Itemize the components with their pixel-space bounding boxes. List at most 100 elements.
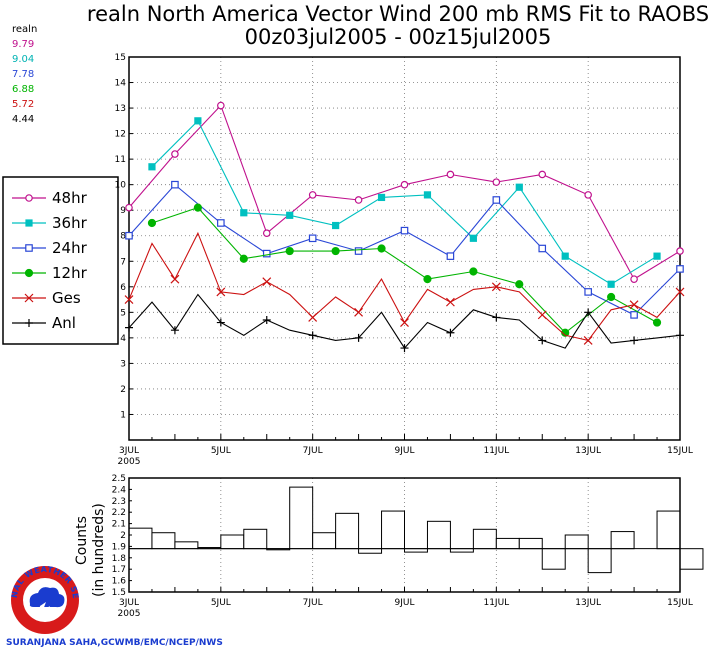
data-point [240, 209, 248, 217]
count-bar [472, 528, 497, 550]
data-point [515, 183, 523, 191]
legend-item-12hr: 12hr [12, 264, 88, 282]
series-line-36hr [151, 119, 658, 285]
x-tick-label: 11JUL [483, 446, 509, 456]
data-point [308, 234, 317, 243]
data-point [630, 336, 639, 345]
legend-item-48hr: 48hr [12, 189, 88, 207]
count-x-tick-label: 3JUL [119, 598, 139, 608]
data-point [629, 300, 639, 310]
count-bar [174, 541, 199, 550]
y-tick-label: 5 [120, 308, 126, 318]
count-bar [495, 537, 520, 550]
legend-marker [25, 219, 33, 227]
data-point [354, 196, 363, 204]
series-48hr [125, 101, 684, 283]
y-tick-label: 14 [115, 79, 127, 89]
data-point [171, 180, 179, 189]
count-y-tick-label: 2.1 [112, 520, 126, 530]
y-tick-label: 11 [115, 155, 126, 165]
legend-marker [24, 268, 34, 278]
count-bar [335, 512, 360, 550]
data-point [216, 318, 225, 327]
count-y-tick-label: 2.3 [112, 497, 126, 507]
legend-label: 48hr [52, 189, 88, 207]
count-bar [449, 548, 474, 553]
legend-item-24hr: 24hr [12, 239, 88, 257]
x-tick-label: 13JUL [575, 446, 601, 456]
chart-title: realn North America Vector Wind 200 mb R… [87, 2, 709, 26]
legend-label: Ges [52, 289, 81, 307]
count-x-tick-year: 2005 [118, 609, 141, 619]
data-point [125, 231, 133, 240]
data-point [469, 267, 478, 276]
y-tick-label: 12 [115, 130, 126, 140]
mean-value-48hr: 9.79 [12, 39, 34, 50]
y-tick-label: 8 [120, 232, 126, 242]
count-bar [518, 537, 543, 550]
data-point [354, 247, 363, 255]
count-y-tick-label: 1.6 [112, 577, 127, 587]
data-point [630, 311, 638, 319]
count-y-tick-label: 1.8 [112, 554, 127, 564]
data-point [537, 310, 547, 320]
data-point [262, 249, 271, 258]
legend-marker [25, 319, 33, 327]
data-point [377, 193, 386, 202]
chart-date-range: 00z03jul2005 - 00z15jul2005 [245, 25, 552, 49]
mean-value-36hr: 9.04 [12, 54, 34, 65]
data-point [423, 275, 432, 284]
data-point [676, 247, 684, 255]
credit-line: SURANJANA SAHA,GCWMB/EMC/NCEP/NWS [6, 638, 223, 648]
y-tick-label: 3 [120, 359, 126, 369]
data-point [308, 313, 318, 322]
y-tick-label: 6 [120, 283, 126, 293]
data-point [193, 203, 202, 212]
counts-ylabel-line2: (in hundreds) [91, 503, 107, 597]
series-24hr [125, 180, 684, 319]
data-point [515, 280, 524, 289]
data-point [125, 323, 133, 332]
data-point [285, 246, 294, 256]
legend-label: 12hr [52, 264, 88, 282]
data-point [446, 328, 455, 337]
data-point [354, 333, 363, 342]
count-bar [426, 520, 451, 550]
x-tick-year: 2005 [118, 457, 141, 467]
legend-label: Anl [52, 314, 76, 332]
data-point [170, 326, 179, 335]
count-x-tick-label: 15JUL [667, 598, 693, 608]
mean-values-box: realn 9.79 9.04 7.78 6.88 5.72 4.44 [12, 24, 37, 125]
mean-value-24hr: 7.78 [12, 69, 34, 80]
count-bar [151, 532, 176, 550]
count-y-tick-label: 2 [120, 531, 126, 541]
data-point [675, 287, 685, 297]
data-point [492, 313, 501, 322]
count-bar [656, 510, 681, 550]
data-point [584, 288, 592, 296]
legend-label: 36hr [52, 214, 88, 232]
data-point [630, 275, 638, 283]
data-point [262, 315, 271, 324]
data-point [469, 234, 477, 242]
y-tick-label: 7 [120, 257, 126, 267]
count-y-tick-label: 2.4 [112, 485, 127, 495]
count-bar [358, 548, 383, 554]
data-point [583, 335, 593, 345]
count-y-tick-label: 1.7 [112, 565, 126, 575]
count-bar [404, 548, 428, 553]
data-point [217, 219, 225, 227]
data-point [538, 170, 547, 179]
y-tick-label: 4 [120, 334, 126, 344]
data-point [400, 180, 409, 189]
data-point [170, 274, 180, 284]
data-point [561, 252, 569, 260]
data-point [286, 211, 294, 219]
data-point [239, 254, 248, 263]
data-point [652, 318, 662, 327]
data-point [584, 191, 592, 199]
data-point [446, 252, 455, 260]
data-point [217, 101, 225, 110]
